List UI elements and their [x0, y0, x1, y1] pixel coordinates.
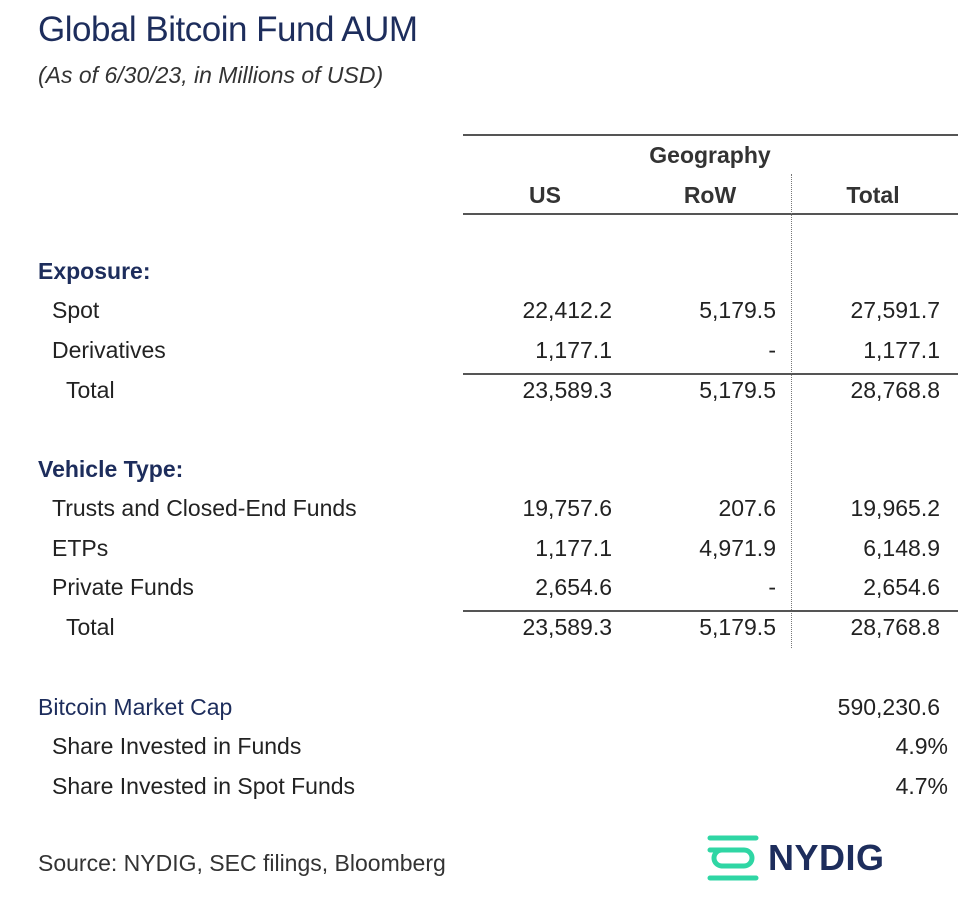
col-header-total: Total — [846, 182, 900, 208]
us-value: 23,589.3 — [522, 614, 612, 640]
logo-wordmark: NYDIG — [768, 837, 885, 878]
row-value: - — [768, 574, 776, 600]
us-value: 22,412.2 — [522, 297, 612, 323]
header-top-rule — [463, 134, 958, 136]
total-value: 2,654.6 — [863, 574, 940, 600]
header-bottom-rule — [463, 213, 958, 215]
col-header-us: US — [529, 182, 561, 208]
row-value: 207.6 — [718, 495, 776, 521]
share-row: Share Invested in Spot Funds 4.7% — [0, 773, 976, 805]
table-row: Derivatives 1,177.1 - 1,177.1 — [0, 337, 976, 369]
total-value: 28,768.8 — [850, 614, 940, 640]
vehicle-total-rule — [463, 610, 958, 612]
col-header-row: RoW — [683, 182, 737, 208]
share-label: Share Invested in Funds — [52, 733, 302, 759]
page-subtitle: (As of 6/30/23, in Millions of USD) — [38, 62, 384, 88]
row-label: Trusts and Closed-End Funds — [52, 495, 357, 521]
nydig-logo: NYDIG — [704, 832, 885, 884]
total-value: 27,591.7 — [850, 297, 940, 323]
us-value: 1,177.1 — [535, 337, 612, 363]
total-column-divider — [791, 174, 792, 648]
vehicle-total-row: Total 23,589.3 5,179.5 28,768.8 — [0, 614, 976, 646]
table-row: Spot 22,412.2 5,179.5 27,591.7 — [0, 297, 976, 329]
table-row: ETPs 1,177.1 4,971.9 6,148.9 — [0, 535, 976, 567]
exposure-total-rule — [463, 373, 958, 375]
row-label: Total — [66, 614, 115, 640]
total-value: 6,148.9 — [863, 535, 940, 561]
row-label: Spot — [52, 297, 100, 323]
row-label: Total — [66, 377, 115, 403]
us-value: 1,177.1 — [535, 535, 612, 561]
row-label: Private Funds — [52, 574, 194, 600]
market-cap-value: 590,230.6 — [837, 694, 940, 720]
row-value: 5,179.5 — [699, 297, 776, 323]
row-value: 5,179.5 — [699, 377, 776, 403]
source-note: Source: NYDIG, SEC filings, Bloomberg — [38, 850, 446, 876]
exposure-heading: Exposure: — [38, 258, 151, 284]
share-value: 4.7% — [895, 773, 948, 799]
table-row: Private Funds 2,654.6 - 2,654.6 — [0, 574, 976, 606]
row-label: Derivatives — [52, 337, 166, 363]
exposure-heading-row: Exposure: — [0, 258, 976, 290]
vehicle-heading-row: Vehicle Type: — [0, 456, 976, 488]
total-value: 1,177.1 — [863, 337, 940, 363]
us-value: 2,654.6 — [535, 574, 612, 600]
share-label: Share Invested in Spot Funds — [52, 773, 356, 799]
table-row: Trusts and Closed-End Funds 19,757.6 207… — [0, 495, 976, 527]
row-value: 5,179.5 — [699, 614, 776, 640]
market-cap-label: Bitcoin Market Cap — [38, 694, 233, 720]
us-value: 23,589.3 — [522, 377, 612, 403]
vehicle-heading: Vehicle Type: — [38, 456, 184, 482]
us-value: 19,757.6 — [522, 495, 612, 521]
market-cap-row: Bitcoin Market Cap 590,230.6 — [0, 694, 976, 726]
geography-header: Geography — [649, 142, 771, 168]
share-row: Share Invested in Funds 4.9% — [0, 733, 976, 765]
nydig-logo-icon — [707, 835, 759, 881]
total-value: 28,768.8 — [850, 377, 940, 403]
row-value: - — [768, 337, 776, 363]
row-value: 4,971.9 — [699, 535, 776, 561]
row-label: ETPs — [52, 535, 109, 561]
total-value: 19,965.2 — [850, 495, 940, 521]
page-title: Global Bitcoin Fund AUM — [38, 10, 418, 49]
share-value: 4.9% — [895, 733, 948, 759]
exposure-total-row: Total 23,589.3 5,179.5 28,768.8 — [0, 377, 976, 409]
